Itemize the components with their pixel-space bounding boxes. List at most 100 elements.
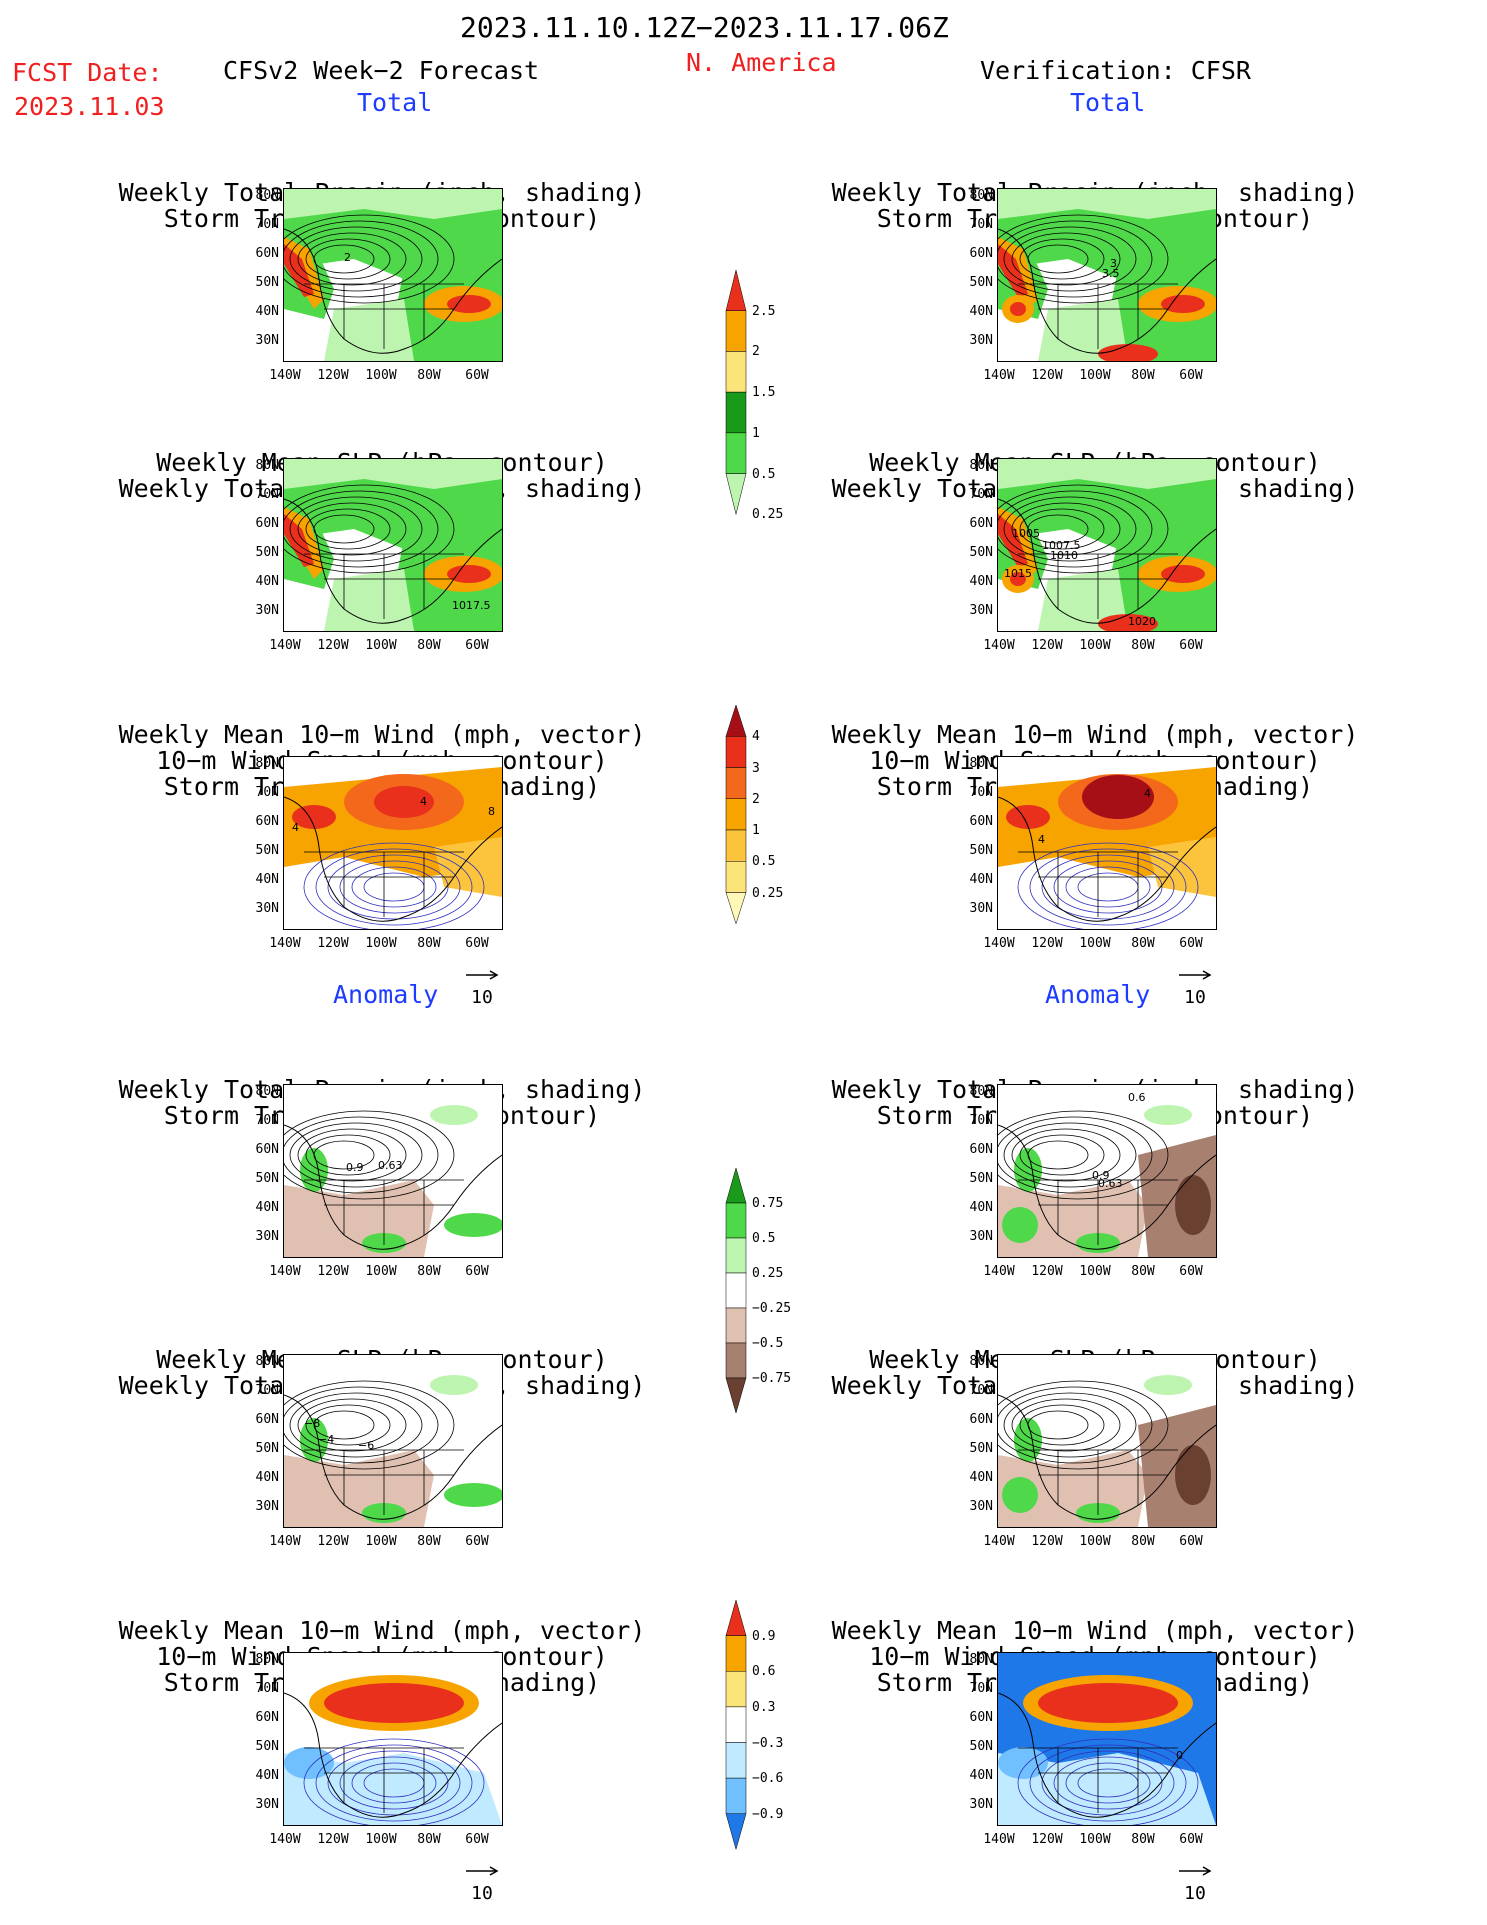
lat-tick-label: 40N	[969, 872, 993, 887]
lat-tick-label: 50N	[969, 1739, 993, 1754]
coastline	[998, 1124, 1216, 1250]
colorbar-swatch	[725, 1342, 747, 1379]
contour-line	[284, 1386, 439, 1464]
lat-tick-label: 60N	[969, 516, 993, 531]
colorbar-label: 1	[752, 823, 760, 838]
contour-label: 4	[292, 821, 299, 834]
colorbar-precip-anom: 0.75 0.5 0.25 −0.25 −0.5 −0.75	[724, 1167, 804, 1448]
contour-label: 1007.5	[1042, 539, 1081, 552]
colorbar-swatches	[725, 269, 747, 515]
contour-line	[1017, 1738, 1199, 1825]
colorbar-storm-anom: 0.9 0.6 0.3 −0.3 −0.6 −0.9	[724, 1599, 804, 1885]
colorbar-label: 1	[752, 425, 760, 441]
contour-label: 4	[1038, 833, 1045, 846]
lat-tick-label: 40N	[255, 1200, 279, 1215]
colorbar-swatch	[725, 310, 747, 352]
lat-tick-label: 60N	[255, 1710, 279, 1725]
contour-line	[289, 1122, 423, 1188]
map-canvas: 4 4 8	[284, 767, 502, 929]
colorbar-swatches	[725, 1599, 747, 1851]
contour-line	[327, 854, 461, 920]
lon-tick-label: 100W	[1079, 1832, 1111, 1847]
lat-tick-label: 30N	[255, 1797, 279, 1812]
vector-ref-vf-anom: 10	[1175, 1862, 1215, 1904]
colorbar-swatches	[725, 1167, 747, 1414]
anom-shade-wet-pacific	[1002, 1477, 1038, 1513]
lon-tick-label: 120W	[317, 1264, 349, 1279]
contour-label: 8	[488, 805, 495, 818]
political-boundaries	[304, 1449, 464, 1515]
lat-tick-label: 30N	[969, 603, 993, 618]
contour-line	[284, 1116, 439, 1194]
colorbar-cap-bottom	[725, 473, 747, 515]
arrow-right-icon	[466, 970, 499, 980]
lat-tick-label: 40N	[255, 872, 279, 887]
contour-label: 1017.5	[452, 599, 491, 612]
contour-line	[289, 496, 423, 562]
precip-shade-atlantic-core	[1161, 565, 1205, 583]
colorbar-swatch	[725, 391, 747, 434]
lat-tick-label: 80N	[255, 1354, 279, 1369]
contour-line	[1029, 1744, 1187, 1822]
lat-tick-label: 50N	[969, 1171, 993, 1186]
storm-shade-west	[292, 805, 336, 829]
lon-tick-label: 60W	[465, 638, 489, 653]
lon-tick-label: 120W	[317, 638, 349, 653]
colorbar-label: 2	[752, 344, 760, 360]
contour-line	[297, 1398, 407, 1452]
lat-tick-label: 30N	[255, 1229, 279, 1244]
political-boundaries	[1018, 283, 1178, 349]
contour-line	[284, 214, 455, 304]
section-total-forecast: Total	[357, 88, 433, 117]
precip-shade-pacific-low-core	[1010, 572, 1026, 586]
lon-tick-label: 60W	[1179, 936, 1203, 951]
contour-line	[998, 484, 1169, 574]
storm-shade-east	[1148, 837, 1216, 897]
lon-tick-label: 140W	[269, 368, 301, 383]
arrow-right-icon	[1179, 1866, 1212, 1876]
lat-tick-label: 70N	[969, 217, 993, 232]
lon-tick-label: 120W	[317, 1832, 349, 1847]
map-vf-slp-anom	[997, 1354, 1217, 1528]
contour-label: 0.9	[346, 1161, 364, 1174]
lon-tick-label: 100W	[365, 368, 397, 383]
lat-tick-label: 50N	[255, 843, 279, 858]
contour-line	[284, 220, 439, 298]
lat-tick-label: 50N	[255, 275, 279, 290]
lat-tick-label: 40N	[969, 304, 993, 319]
lon-tick-label: 80W	[417, 1264, 441, 1279]
lat-tick-label: 40N	[255, 1470, 279, 1485]
verification-title: Verification: CFSR	[980, 56, 1251, 85]
contour-label: 1005	[1012, 527, 1040, 540]
lat-tick-label: 50N	[255, 1739, 279, 1754]
coastline	[998, 1692, 1216, 1818]
contour-line	[998, 1380, 1169, 1470]
contour-line	[297, 1128, 407, 1182]
colorbar-swatch	[725, 1777, 747, 1814]
storm-shade-east	[434, 837, 502, 897]
map-canvas: 44	[998, 767, 1216, 929]
lat-tick-label: 30N	[969, 901, 993, 916]
fcst-date-label: FCST Date:	[12, 58, 163, 87]
contour-label: −4	[318, 1433, 334, 1446]
contour-label: 0.9	[1092, 1169, 1110, 1182]
contour-line	[315, 848, 473, 926]
contour-label: 4	[1144, 787, 1151, 800]
precip-shade-gulf	[1098, 344, 1158, 361]
lat-tick-label: 60N	[255, 1142, 279, 1157]
region-title: N. America	[686, 48, 837, 77]
political-boundaries	[1018, 553, 1178, 619]
lat-tick-label: 60N	[969, 1412, 993, 1427]
contour-line	[315, 1744, 473, 1822]
lon-tick-label: 100W	[1079, 638, 1111, 653]
lon-tick-label: 120W	[317, 936, 349, 951]
contour-line	[998, 1110, 1169, 1200]
colorbar-swatch	[725, 1272, 747, 1309]
contour-line	[998, 1386, 1153, 1464]
contour-line	[289, 1392, 423, 1458]
precip-shade-arctic	[998, 189, 1216, 219]
lon-tick-label: 80W	[417, 368, 441, 383]
colorbar-label: 2.5	[752, 303, 776, 319]
lat-tick-label: 40N	[255, 574, 279, 589]
contour-line	[284, 490, 439, 568]
